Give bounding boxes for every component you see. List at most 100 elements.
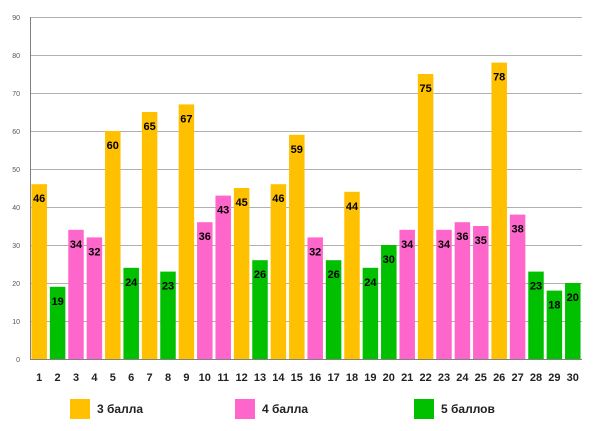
x-tick-label: 22 (419, 372, 431, 384)
data-label-19: 24 (364, 277, 377, 289)
bar-8 (160, 271, 176, 359)
x-tick-label: 23 (438, 372, 450, 384)
x-tick-label: 21 (401, 372, 413, 384)
bar-25 (473, 226, 489, 359)
bar-14 (270, 184, 287, 359)
y-tick-label: 20 (12, 281, 20, 288)
data-labels: 46 19 34 32 60 24 65 23 67 36 43 45 26 46 59 32 26 44 24 30… (33, 72, 579, 312)
x-tick-label: 7 (147, 372, 153, 384)
data-label-4: 32 (88, 246, 100, 258)
y-tick-label: 90 (12, 15, 20, 22)
x-tick-label: 8 (165, 372, 171, 384)
y-tick-label: 0 (16, 357, 20, 364)
data-label-7: 65 (143, 121, 155, 133)
y-axis-ticks: 0 10 20 30 40 50 60 70 80 90 (12, 15, 20, 364)
x-tick-label: 15 (291, 372, 303, 384)
bar-7 (141, 112, 158, 359)
bar-2 (49, 286, 66, 359)
bar-18 (344, 191, 360, 359)
legend-swatch-3 (70, 399, 90, 419)
y-tick-label: 30 (12, 243, 20, 250)
x-tick-label: 29 (548, 372, 560, 384)
bar-15 (289, 134, 305, 359)
data-label-26: 78 (493, 72, 505, 84)
bar-6 (123, 267, 139, 359)
bar-1 (31, 184, 47, 359)
x-tick-label: 11 (217, 372, 229, 384)
x-tick-label: 4 (91, 372, 98, 384)
y-tick-label: 70 (12, 91, 20, 98)
y-tick-label: 40 (12, 205, 20, 212)
bar-20 (381, 245, 397, 359)
x-tick-label: 2 (55, 372, 61, 384)
data-label-10: 36 (199, 231, 211, 243)
x-tick-label: 5 (110, 372, 116, 384)
x-axis-ticks: 1 2 3 4 5 6 7 8 9 10 11 12 13 14 15 16 17 18 19 20 21 22 23 24 2… (36, 372, 579, 384)
data-label-16: 32 (309, 246, 321, 258)
bar-12 (233, 188, 250, 359)
data-label-27: 38 (511, 224, 523, 236)
y-tick-label: 80 (12, 53, 20, 60)
x-tick-label: 12 (235, 372, 247, 384)
legend-swatch-5 (414, 399, 434, 419)
data-label-6: 24 (125, 277, 138, 289)
x-tick-label: 9 (183, 372, 189, 384)
data-label-8: 23 (162, 281, 174, 293)
x-tick-label: 17 (327, 372, 339, 384)
data-label-2: 19 (51, 296, 63, 308)
data-label-28: 23 (530, 281, 542, 293)
bar-28 (528, 271, 544, 359)
bar-17 (325, 260, 342, 359)
x-tick-label: 18 (346, 372, 358, 384)
gridlines (30, 17, 582, 360)
x-tick-label: 28 (530, 372, 542, 384)
data-label-22: 75 (419, 83, 431, 95)
x-tick-label: 14 (272, 372, 285, 384)
bar-4 (86, 237, 103, 359)
data-label-20: 30 (383, 254, 395, 266)
data-label-25: 35 (475, 235, 487, 247)
bars (31, 62, 581, 360)
legend-label-3: 3 балла (97, 402, 143, 416)
x-tick-label: 25 (475, 372, 487, 384)
x-tick-label: 3 (73, 372, 79, 384)
data-label-17: 26 (327, 269, 339, 281)
bar-29 (546, 290, 563, 359)
bar-11 (215, 195, 231, 359)
data-label-23: 34 (438, 239, 451, 251)
data-label-15: 59 (291, 144, 303, 156)
x-tick-label: 1 (36, 372, 42, 384)
bar-9 (178, 104, 195, 360)
data-label-5: 60 (107, 140, 119, 152)
x-tick-label: 27 (511, 372, 523, 384)
x-tick-label: 10 (199, 372, 211, 384)
data-label-14: 46 (272, 193, 284, 205)
legend: 3 балла 4 балла 5 баллов (70, 399, 495, 419)
bar-21 (399, 229, 415, 359)
data-label-3: 34 (70, 239, 83, 251)
data-label-13: 26 (254, 269, 266, 281)
bar-24 (454, 222, 471, 359)
y-tick-label: 10 (12, 319, 20, 326)
x-tick-label: 13 (254, 372, 266, 384)
legend-label-4: 4 балла (262, 402, 308, 416)
bar-13 (252, 260, 268, 359)
bar-10 (197, 222, 213, 359)
x-tick-label: 30 (567, 372, 579, 384)
data-label-18: 44 (346, 201, 359, 213)
bar-30 (565, 283, 581, 359)
bar-5 (105, 131, 121, 359)
legend-label-5: 5 баллов (441, 402, 495, 416)
bar-3 (68, 229, 84, 359)
bar-27 (509, 214, 526, 359)
data-label-24: 36 (456, 231, 468, 243)
x-tick-label: 24 (456, 372, 469, 384)
y-tick-label: 60 (12, 129, 20, 136)
data-label-21: 34 (401, 239, 414, 251)
x-tick-label: 26 (493, 372, 505, 384)
x-tick-label: 20 (383, 372, 395, 384)
x-tick-label: 19 (364, 372, 376, 384)
y-tick-label: 50 (12, 167, 20, 174)
bar-22 (417, 74, 434, 359)
